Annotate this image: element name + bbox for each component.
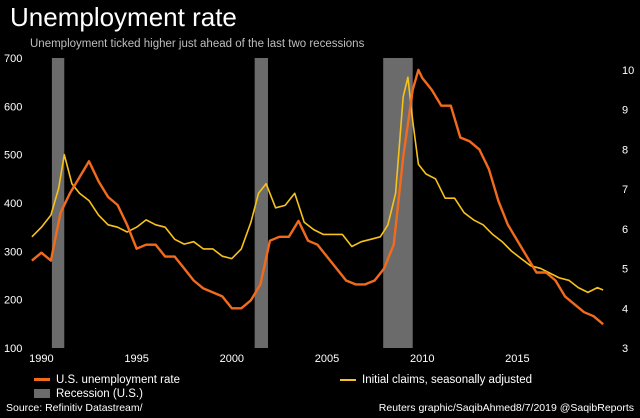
recession-band-2 [254,58,268,348]
right-axis-tick: 6 [622,224,628,236]
x-axis-tick: 2005 [315,353,339,365]
chart-title: Unemployment rate [10,2,237,32]
right-axis-tick: 8 [622,144,628,156]
series-line-unemployment-rate [31,68,604,326]
x-axis-tick: 2000 [220,353,244,365]
series-line-initial-claims [31,76,604,294]
x-axis-tick: 1990 [29,353,53,365]
right-axis-tick: 4 [622,303,628,315]
credit-note: Reuters graphic/SaqibAhmed8/7/2019 @Saqi… [378,402,634,414]
left-axis-tick: 200 [4,295,22,307]
x-axis-tick: 2015 [505,353,529,365]
right-axis-tick: 10 [622,65,634,77]
x-axis-tick: 2010 [410,353,434,365]
left-axis-tick: 500 [4,150,22,162]
right-axis-tick: 9 [622,105,628,117]
left-axis-tick: 400 [4,198,22,210]
legend-item-claims: Initial claims, seasonally adjusted [340,374,532,386]
x-axis-tick: 1995 [124,353,148,365]
left-axis-tick: 100 [4,343,22,355]
left-axis-tick: 600 [4,101,22,113]
source-note: Source: Refinitiv Datastream/ [6,402,143,414]
legend-label-unemployment: U.S. unemployment rate [56,374,181,386]
right-axis-tick: 3 [622,343,628,355]
right-axis-tick: 5 [622,264,628,276]
legend-label-recession: Recession (U.S.) [56,388,143,400]
legend-swatch-unemployment [34,378,50,382]
left-axis-tick: 300 [4,246,22,258]
legend-item-recession: Recession (U.S.) [34,388,143,400]
left-axis-tick: 700 [4,53,22,65]
legend-label-claims: Initial claims, seasonally adjusted [362,374,533,386]
legend-swatch-recession [34,389,50,399]
recession-band-1 [51,58,65,348]
chart-subtitle: Unemployment ticked higher just ahead of… [30,38,365,50]
legend-swatch-claims [340,378,356,381]
right-axis-tick: 7 [622,184,628,196]
legend-item-unemployment: U.S. unemployment rate [34,374,180,386]
